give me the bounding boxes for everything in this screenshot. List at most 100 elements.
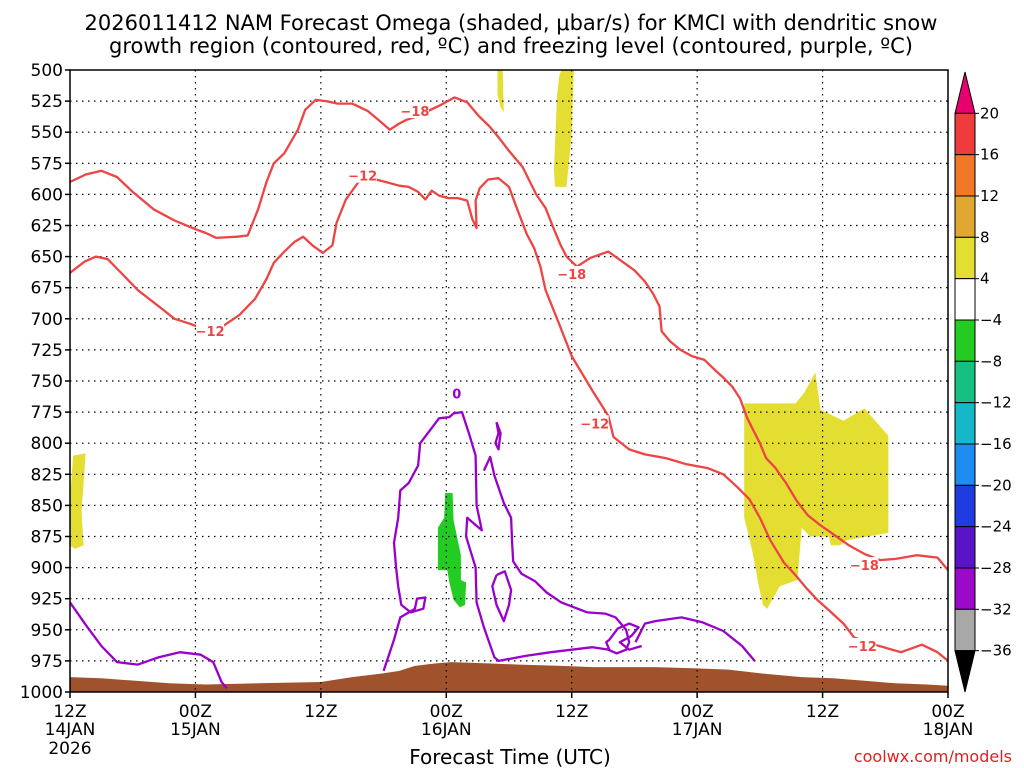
contour-label--18: −18 — [557, 268, 586, 283]
colorbar-label: −8 — [980, 352, 1002, 370]
axes: 500 525 550 575 600 625 650 675 700 725 750 775 800 8… — [20, 61, 974, 759]
y-tick-label: 550 — [31, 123, 63, 143]
colorbar-label: −24 — [980, 518, 1012, 536]
colorbar-label: −4 — [980, 311, 1002, 329]
colorbar-top-arrow — [954, 71, 976, 114]
contour-lines: −18 −18 −18 −12 −12 −12 −12 0 — [70, 96, 948, 690]
contour-line--12-1 — [70, 177, 948, 662]
x-tick-date: 16JAN — [421, 720, 472, 740]
y-tick-label: 625 — [31, 217, 63, 237]
contour-line-0-2 — [70, 601, 228, 690]
y-tick-label: 950 — [31, 621, 63, 641]
colorbar-segment — [954, 112, 976, 156]
colorbar-segment — [954, 319, 976, 362]
colorbar-label: 12 — [980, 187, 999, 205]
omega-shaded-region-4 — [437, 493, 467, 608]
contour-line-0-5 — [634, 616, 756, 662]
y-tick-label: 600 — [31, 185, 63, 205]
x-tick-label: 00Z — [931, 702, 964, 722]
omega-shaded-region-0 — [70, 453, 86, 549]
contour-label-bg-1-1 — [196, 323, 225, 339]
colorbar-label: 4 — [980, 270, 990, 288]
contour-line--18-0 — [70, 96, 948, 571]
omega-shaded-region-3 — [744, 372, 889, 609]
colorbar-label: −32 — [980, 600, 1012, 618]
x-tick-date: 17JAN — [672, 720, 723, 740]
contour-label-bg-0-2 — [850, 557, 879, 573]
x-tick-label: 12Z — [53, 702, 86, 722]
contour-label-bg-2-0 — [450, 385, 463, 401]
x-tick-date: 14JAN — [45, 720, 96, 740]
contour-label--12: −12 — [196, 325, 225, 340]
y-tick-label: 825 — [31, 465, 63, 485]
colorbar-label: −12 — [980, 394, 1012, 412]
x-axis-label: Forecast Time (UTC) — [409, 745, 611, 768]
x-tick-label: 00Z — [430, 702, 463, 722]
contour-label--12: −12 — [580, 417, 609, 432]
credit-text: coolwx.com/models — [854, 747, 1012, 766]
contour-label--12: −12 — [348, 170, 377, 185]
y-tick-label: 725 — [31, 341, 63, 361]
plot-area — [70, 70, 948, 692]
y-tick-label: 850 — [31, 496, 63, 516]
colorbar-segment — [954, 278, 976, 321]
contour-label--12: −12 — [848, 640, 877, 655]
contour-line-0-3 — [382, 410, 643, 672]
colorbar-segment — [954, 443, 976, 486]
x-tick-label: 12Z — [806, 702, 839, 722]
y-tick-label: 650 — [31, 248, 63, 268]
colorbar-label: 16 — [980, 146, 999, 164]
colorbar-label: −28 — [980, 559, 1012, 577]
y-tick-label: 925 — [31, 590, 63, 610]
title-line-2: growth region (contoured, red, ºC) and f… — [109, 34, 913, 58]
y-tick-label: 900 — [31, 559, 63, 579]
colorbar-segment — [954, 154, 976, 197]
contour-label-0: 0 — [452, 387, 461, 402]
colorbar-segment — [954, 526, 976, 569]
colorbar-segment — [954, 402, 976, 445]
omega-shaded-region-1 — [497, 70, 504, 113]
colorbar-segment — [954, 360, 976, 404]
y-tick-label: 1000 — [20, 683, 63, 703]
contour-label-bg-0-1 — [557, 266, 586, 282]
omega-shaded-region-2 — [553, 70, 574, 187]
colorbar-label: −36 — [980, 642, 1012, 660]
colorbar-segment — [954, 195, 976, 238]
y-tick-label: 575 — [31, 154, 63, 174]
contour-line-0-4 — [482, 455, 631, 655]
x-tick-label: 12Z — [555, 702, 588, 722]
x-tick-label: 12Z — [304, 702, 337, 722]
colorbar-label: −16 — [980, 435, 1012, 453]
contour-label-bg-0-0 — [400, 103, 429, 119]
y-tick-label: 975 — [31, 652, 63, 672]
x-tick-label: 00Z — [681, 702, 714, 722]
y-tick-label: 675 — [31, 279, 63, 299]
colorbar-label: −20 — [980, 476, 1012, 494]
contour-line-0-6 — [491, 570, 513, 623]
contour-label-bg-1-0 — [348, 167, 377, 183]
colorbar-label: 8 — [980, 228, 990, 246]
colorbar-segment — [954, 567, 976, 610]
y-tick-label: 775 — [31, 403, 63, 423]
colorbar-segment — [954, 608, 976, 652]
contour-line-0-7 — [494, 421, 502, 451]
x-tick-year: 2026 — [48, 739, 91, 759]
contour-label--18: −18 — [850, 559, 879, 574]
contour-label-bg-1-2 — [580, 415, 609, 431]
colorbar-segment — [954, 484, 976, 528]
y-tick-label: 750 — [31, 372, 63, 392]
x-tick-label: 00Z — [179, 702, 212, 722]
y-tick-label: 875 — [31, 528, 63, 548]
colorbar-segment — [954, 236, 976, 280]
colorbar-bottom-arrow — [954, 650, 976, 693]
title-line-1: 2026011412 NAM Forecast Omega (shaded, μ… — [85, 11, 938, 35]
y-tick-label: 800 — [31, 434, 63, 454]
ground-surface — [70, 662, 948, 692]
y-tick-label: 500 — [31, 61, 63, 81]
contour-label-bg-1-3 — [848, 637, 877, 653]
x-tick-date: 18JAN — [923, 720, 974, 740]
y-tick-label: 525 — [31, 92, 63, 112]
colorbar: 20 16 12 8 4 −4 −8 −12 −16 −20 −24 −28 −32 −36 — [954, 71, 1012, 693]
colorbar-label: 20 — [980, 104, 999, 122]
